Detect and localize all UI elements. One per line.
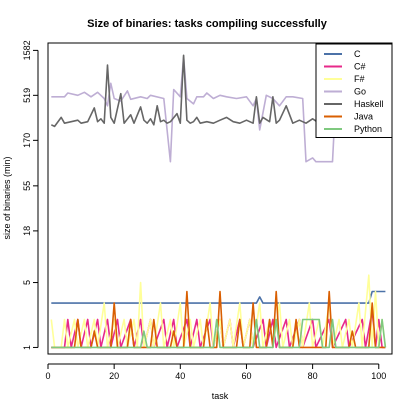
legend-label-1: C# — [354, 62, 366, 72]
x-tick-label-1: 20 — [109, 371, 119, 381]
legend-label-6: Python — [354, 124, 382, 134]
y-tick-label-3: 55 — [22, 181, 32, 191]
y-tick-label-6: 1582 — [22, 40, 32, 60]
legend-label-2: F# — [354, 74, 365, 84]
y-axis-label: size of binaries (min) — [2, 156, 12, 239]
series-line-java-5 — [51, 290, 386, 349]
series-line-python-6 — [51, 318, 387, 349]
x-axis: 0 20 40 60 80 100 — [45, 363, 386, 381]
series-line-haskell-4 — [50, 54, 386, 128]
y-tick-label-1: 5 — [22, 280, 32, 285]
legend-label-3: Go — [354, 87, 366, 97]
series-layer — [50, 54, 387, 349]
y-axis: 1 5 18 55 170 519 1582 — [22, 40, 39, 350]
chart-title: Size of binaries: tasks compiling succes… — [87, 18, 328, 30]
y-tick-label-0: 1 — [22, 345, 32, 350]
y-tick-label-5: 519 — [22, 88, 32, 103]
legend-label-5: Java — [354, 112, 373, 122]
x-tick-label-5: 100 — [371, 371, 386, 381]
legend-label-4: Haskell — [354, 99, 384, 109]
x-axis-label: task — [212, 391, 229, 401]
x-tick-label-3: 60 — [241, 371, 251, 381]
x-tick-label-4: 80 — [308, 371, 318, 381]
x-tick-label-2: 40 — [175, 371, 185, 381]
plot-area — [47, 42, 393, 355]
legend: C C# F# Go Haskell Java Python — [315, 43, 393, 138]
legend-label-0: C — [354, 49, 361, 59]
y-tick-label-2: 18 — [22, 226, 32, 236]
x-tick-label-0: 0 — [45, 371, 50, 381]
y-tick-label-4: 170 — [22, 133, 32, 148]
series-line-c-0 — [51, 290, 386, 304]
series-line-go-3 — [51, 56, 386, 163]
